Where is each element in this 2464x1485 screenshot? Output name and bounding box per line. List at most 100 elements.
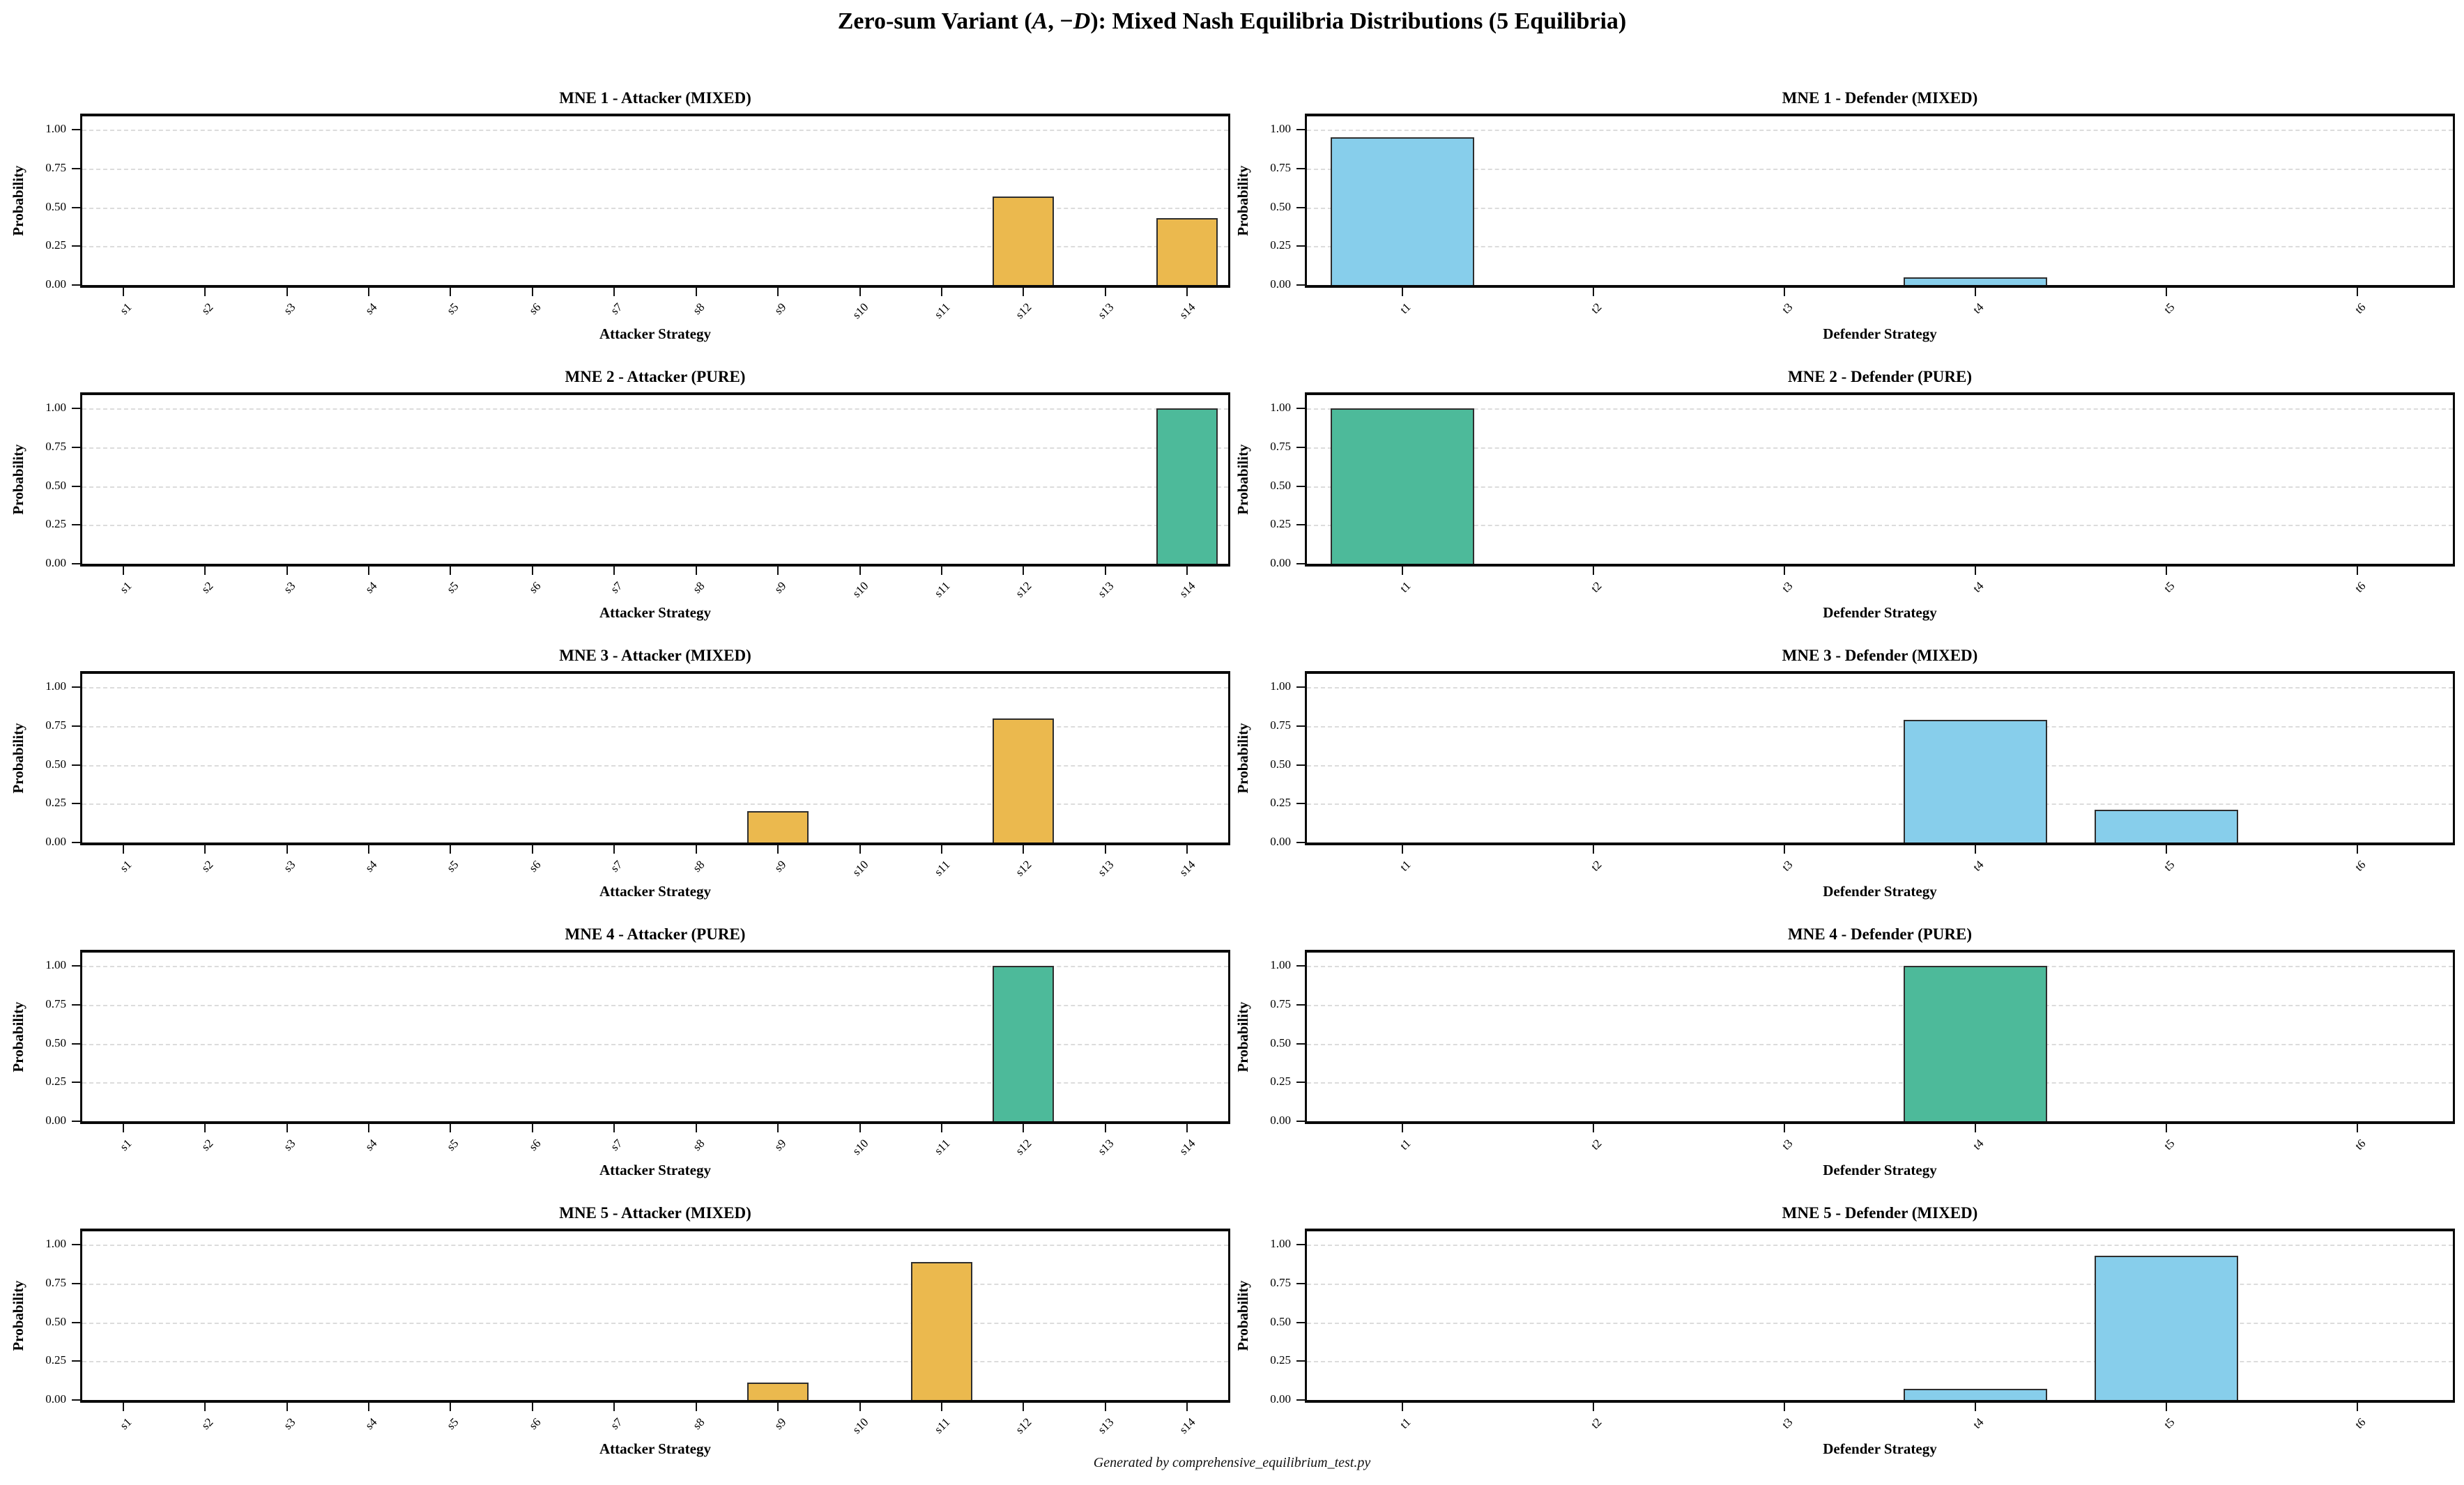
y-tick-mark bbox=[1296, 284, 1305, 286]
x-tick-mark bbox=[941, 1124, 942, 1132]
y-tick-label: 1.00 bbox=[1270, 122, 1291, 135]
x-tick-mark bbox=[286, 567, 288, 575]
x-tick-mark bbox=[2166, 1124, 2167, 1132]
x-axis-label: Defender Strategy bbox=[1823, 604, 1937, 621]
x-tick-mark bbox=[1186, 288, 1188, 296]
bar-t4 bbox=[1904, 277, 2047, 285]
y-tick-label: 1.00 bbox=[1270, 1237, 1291, 1250]
x-tick-mark bbox=[859, 567, 861, 575]
gridline bbox=[82, 966, 1228, 967]
y-tick-label: 0.75 bbox=[1270, 439, 1291, 453]
x-tick-mark bbox=[450, 567, 452, 575]
gridline bbox=[82, 1322, 1228, 1324]
y-tick-mark bbox=[72, 284, 80, 286]
x-tick-mark bbox=[1104, 567, 1106, 575]
x-tick-mark bbox=[2166, 567, 2167, 575]
y-axis-label: Probability bbox=[1234, 1001, 1251, 1072]
x-tick-mark bbox=[1975, 845, 1976, 854]
gridline bbox=[1307, 1082, 2453, 1084]
y-axis-label: Probability bbox=[1234, 444, 1251, 515]
plot-inner bbox=[82, 395, 1228, 564]
x-tick-mark bbox=[941, 845, 942, 854]
gridline bbox=[82, 525, 1228, 527]
x-tick-mark bbox=[1104, 1403, 1106, 1411]
subplot-mne4-attacker: MNE 4 - Attacker (PURE) 0.00 0.25 0.50 0.75 1… bbox=[0, 916, 1232, 1195]
y-tick-mark bbox=[1296, 1399, 1305, 1401]
y-tick-label: 0.50 bbox=[45, 1314, 66, 1328]
x-tick-mark bbox=[1023, 288, 1025, 296]
x-tick-mark bbox=[122, 845, 124, 854]
gridline bbox=[1307, 246, 2453, 248]
y-tick-mark bbox=[72, 408, 80, 409]
subplot-title: MNE 1 - Defender (MIXED) bbox=[1782, 89, 1978, 107]
y-tick-mark bbox=[1296, 563, 1305, 564]
gridline bbox=[82, 1245, 1228, 1246]
x-tick-mark bbox=[613, 567, 615, 575]
title-text-part: Zero-sum Variant ( bbox=[837, 8, 1032, 34]
bar-s9 bbox=[747, 1383, 809, 1400]
gridline bbox=[82, 764, 1228, 767]
x-tick-mark bbox=[2357, 1403, 2358, 1411]
x-tick-mark bbox=[368, 1403, 369, 1411]
x-tick-mark bbox=[531, 845, 533, 854]
x-tick-mark bbox=[1186, 1403, 1188, 1411]
footer-credit: Generated by comprehensive_equilibrium_t… bbox=[1093, 1455, 1371, 1470]
x-axis-label: Attacker Strategy bbox=[599, 325, 711, 342]
bar-s14 bbox=[1156, 218, 1218, 285]
y-tick-mark bbox=[1296, 1121, 1305, 1122]
subplot-title: MNE 5 - Defender (MIXED) bbox=[1782, 1204, 1978, 1222]
x-tick-mark bbox=[777, 567, 779, 575]
plot-inner bbox=[82, 116, 1228, 285]
subplot-title: MNE 1 - Attacker (MIXED) bbox=[559, 89, 751, 107]
y-tick-label: 0.75 bbox=[1270, 160, 1291, 174]
x-tick-mark bbox=[1186, 1124, 1188, 1132]
y-axis-label: Probability bbox=[1234, 165, 1251, 236]
y-tick-label: 0.00 bbox=[1270, 1114, 1291, 1127]
y-tick-mark bbox=[72, 764, 80, 766]
gridline bbox=[82, 687, 1228, 688]
x-tick-mark bbox=[1975, 1124, 1976, 1132]
x-tick-mark bbox=[1186, 845, 1188, 854]
x-tick-mark bbox=[531, 567, 533, 575]
gridline bbox=[82, 1361, 1228, 1363]
title-text-part: , − bbox=[1048, 8, 1073, 34]
x-tick-mark bbox=[122, 567, 124, 575]
gridline bbox=[82, 447, 1228, 449]
x-axis-label: Attacker Strategy bbox=[599, 1162, 711, 1178]
x-tick-mark bbox=[1186, 567, 1188, 575]
subplot-mne1-attacker: MNE 1 - Attacker (MIXED) 0.00 0.25 0.50 0.75… bbox=[0, 80, 1232, 359]
y-tick-label: 0.75 bbox=[1270, 997, 1291, 1010]
subplot-mne5-defender: MNE 5 - Defender (MIXED) 0.00 0.25 0.50 0.75… bbox=[1232, 1195, 2463, 1474]
y-tick-mark bbox=[72, 524, 80, 526]
x-axis-label: Defender Strategy bbox=[1823, 1440, 1937, 1457]
bar-s14 bbox=[1156, 408, 1218, 564]
x-tick-mark bbox=[777, 288, 779, 296]
x-tick-mark bbox=[859, 1403, 861, 1411]
x-tick-mark bbox=[1784, 1124, 1785, 1132]
y-tick-label: 1.00 bbox=[45, 1237, 66, 1250]
bar-s11 bbox=[910, 1261, 973, 1400]
subplot-title: MNE 4 - Attacker (PURE) bbox=[565, 925, 746, 943]
y-tick-mark bbox=[1296, 446, 1305, 448]
y-tick-label: 0.25 bbox=[1270, 1353, 1291, 1367]
gridline bbox=[82, 725, 1228, 728]
x-tick-mark bbox=[613, 845, 615, 854]
x-tick-mark bbox=[613, 288, 615, 296]
x-axis-label: Defender Strategy bbox=[1823, 325, 1937, 342]
x-tick-mark bbox=[1402, 1403, 1403, 1411]
x-axis-label: Attacker Strategy bbox=[599, 883, 711, 900]
x-tick-mark bbox=[859, 1124, 861, 1132]
y-tick-mark bbox=[72, 1399, 80, 1401]
y-tick-mark bbox=[1296, 1082, 1305, 1084]
x-tick-mark bbox=[1104, 845, 1106, 854]
subplot-mne2-defender: MNE 2 - Defender (PURE) 0.00 0.25 0.50 0.75 1… bbox=[1232, 359, 2463, 638]
x-tick-mark bbox=[1784, 288, 1785, 296]
gridline bbox=[1307, 130, 2453, 131]
bar-s12 bbox=[993, 718, 1055, 842]
y-tick-label: 0.00 bbox=[45, 1392, 66, 1406]
bar-s9 bbox=[747, 811, 809, 842]
y-tick-label: 0.00 bbox=[1270, 556, 1291, 569]
y-tick-mark bbox=[1296, 485, 1305, 487]
plot-inner bbox=[1307, 674, 2453, 842]
x-tick-mark bbox=[204, 1124, 206, 1132]
